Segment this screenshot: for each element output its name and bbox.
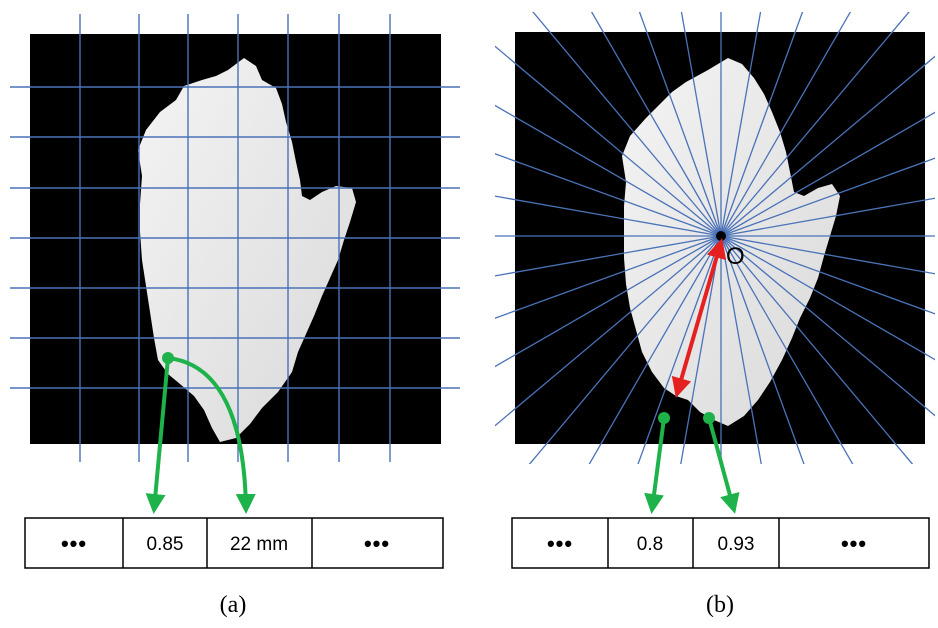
panel-b-ray xyxy=(720,235,935,417)
panel-a-cell-distance: 22 mm xyxy=(230,534,288,555)
panel-a-arrow-to-distance xyxy=(167,356,256,514)
panel-b-vector-outline xyxy=(511,517,930,569)
panel-b-ray xyxy=(532,12,722,237)
panel-b-ray xyxy=(720,157,935,237)
panel-b-feature-vector: ••• 0.8 0.93 ••• xyxy=(511,517,930,569)
panel-b-ray xyxy=(720,235,935,361)
panel-b-origin-point xyxy=(716,231,726,241)
panel-b-ray xyxy=(495,235,722,277)
panel-b-ray xyxy=(495,45,722,237)
panel-a-cell-ellipsis-left: ••• xyxy=(61,531,87,556)
panel-b-ray xyxy=(720,235,805,464)
panel-b-radius-arrow xyxy=(671,238,727,398)
panel-b-ray xyxy=(720,12,762,237)
panel-a-vector-outline xyxy=(24,517,444,569)
panel-b-cell-second-value: 0.93 xyxy=(718,534,755,555)
panel-a-cell-probability: 0.85 xyxy=(147,534,184,555)
panel-b-ray xyxy=(720,235,935,275)
panel-b-ray xyxy=(720,235,935,315)
panel-a-arrow-to-probability xyxy=(145,357,170,514)
panel-b-ray xyxy=(720,12,804,237)
panel-b-ray xyxy=(590,12,722,237)
panel-b-arrow-to-second-value xyxy=(707,417,740,514)
panel-b-ray xyxy=(720,55,935,237)
panel-a-feature-vector: ••• 0.85 22 mm ••• xyxy=(24,517,444,569)
panel-b-ray xyxy=(720,12,910,237)
panel-b-ray xyxy=(720,12,852,237)
panel-b: O ••• 0.8 0.93 ••• (b) xyxy=(495,12,935,618)
panel-b-ray xyxy=(720,235,762,464)
panel-b-ray xyxy=(720,235,914,464)
panel-b-ray xyxy=(495,104,722,237)
panel-a-caption: (a) xyxy=(220,592,247,618)
panel-b-caption: (b) xyxy=(706,592,734,618)
panel-b-cell-ellipsis-right: ••• xyxy=(841,531,867,556)
panel-b-ray xyxy=(720,235,854,464)
panel-b-cell-first-value: 0.8 xyxy=(637,534,663,555)
panel-b-origin-label: O xyxy=(726,243,745,270)
panel-b-ray xyxy=(638,12,722,237)
panel-b-ray xyxy=(495,235,722,319)
panel-b-ray xyxy=(495,153,722,237)
panel-a-hand-shape xyxy=(138,58,356,442)
panel-a-cell-ellipsis-right: ••• xyxy=(364,531,390,556)
panel-b-ray xyxy=(680,12,722,237)
panel-a-grid xyxy=(10,14,460,462)
panel-b-ray xyxy=(495,195,722,237)
panel-b-ray xyxy=(720,197,935,237)
panel-b-cell-ellipsis-left: ••• xyxy=(547,531,573,556)
panel-a: ••• 0.85 22 mm ••• (a) xyxy=(10,14,460,618)
panel-b-ray xyxy=(720,111,935,237)
panel-b-arrow-to-first-value xyxy=(644,417,666,514)
